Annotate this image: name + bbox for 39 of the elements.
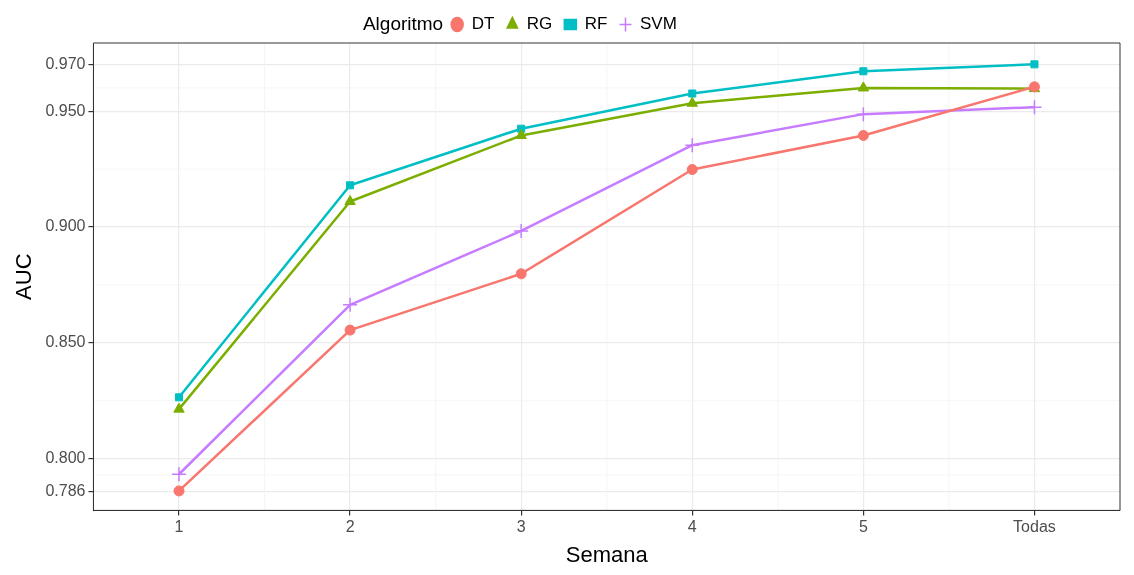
point bbox=[171, 466, 187, 482]
point bbox=[857, 81, 870, 92]
x-tick-label: Todas bbox=[1013, 518, 1056, 536]
y-tick-label: 0.800 bbox=[45, 449, 86, 467]
y-tick-label: 0.900 bbox=[45, 217, 86, 235]
point bbox=[1030, 60, 1039, 69]
legend-label: RG bbox=[526, 14, 553, 34]
point bbox=[684, 137, 701, 153]
legend-label: DT bbox=[471, 14, 495, 34]
point bbox=[513, 223, 529, 239]
point bbox=[174, 393, 184, 402]
x-tick-label: 3 bbox=[516, 518, 526, 536]
legend-label: SVM bbox=[639, 14, 677, 34]
point bbox=[686, 96, 698, 107]
point bbox=[173, 485, 185, 497]
y-tick-label: 0.970 bbox=[45, 55, 86, 73]
x-tick-label: 4 bbox=[687, 518, 697, 536]
x-tick-label: 5 bbox=[858, 518, 868, 536]
x-tick-label: 1 bbox=[174, 518, 184, 536]
point bbox=[346, 181, 355, 190]
y-tick-label: 0.950 bbox=[45, 101, 86, 119]
point bbox=[344, 195, 356, 205]
point bbox=[173, 402, 185, 413]
point bbox=[686, 164, 698, 176]
point bbox=[515, 268, 527, 280]
point bbox=[688, 89, 697, 98]
y-tick-label: 0.850 bbox=[45, 333, 86, 351]
legend-label: RF bbox=[584, 14, 608, 34]
point bbox=[859, 67, 868, 76]
point bbox=[857, 129, 869, 141]
point bbox=[342, 297, 358, 313]
point bbox=[344, 324, 356, 336]
legend-title: Algoritmo bbox=[362, 12, 444, 34]
y-tick-label: 0.786 bbox=[45, 481, 86, 499]
y-axis-title: AUC bbox=[11, 253, 37, 300]
point bbox=[515, 128, 527, 139]
point bbox=[1026, 99, 1043, 115]
x-axis-title: Semana bbox=[565, 541, 649, 567]
x-tick-label: 2 bbox=[345, 518, 355, 536]
